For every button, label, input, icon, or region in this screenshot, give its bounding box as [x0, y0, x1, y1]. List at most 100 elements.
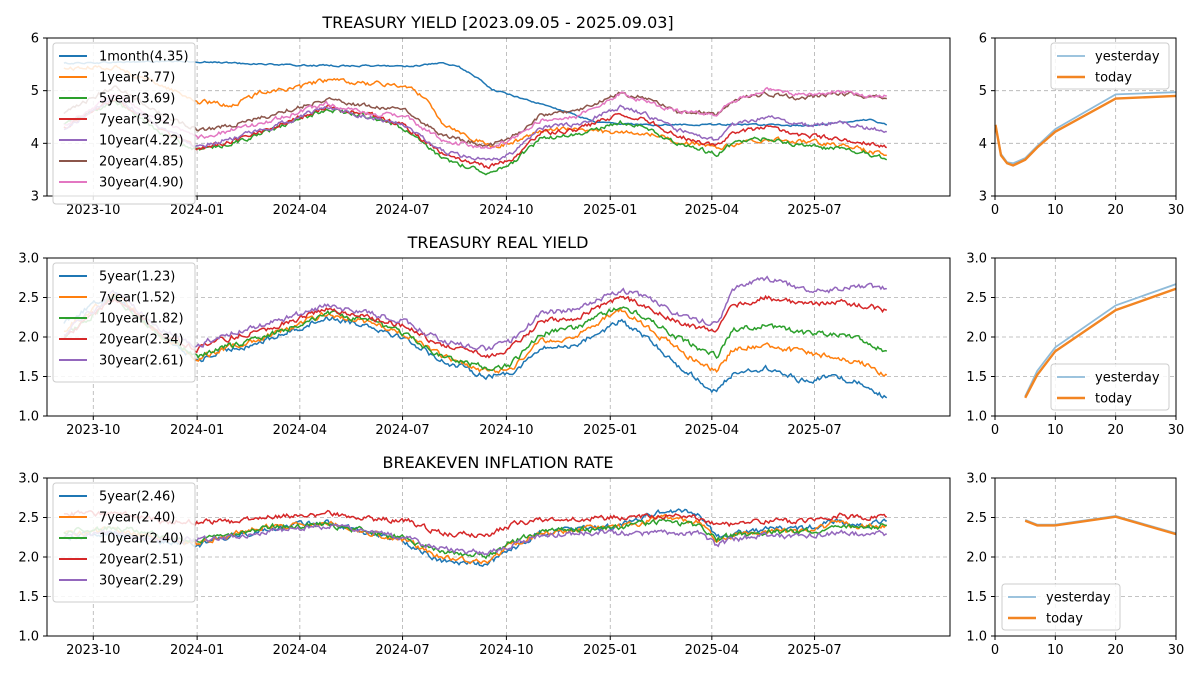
legend-label: 10year(4.22) — [99, 134, 184, 149]
x-tick-label: 2024-10 — [479, 643, 533, 658]
series-line-30year-2-61- — [63, 275, 887, 352]
yield-curve-panel-2: 0 10 20 30 1.0 1.5 2.0 2.5 3.0 yesterday today — [966, 252, 1184, 439]
y-tick-label: 2.0 — [18, 551, 39, 566]
y-tick-label: 2.0 — [18, 331, 39, 346]
x-tick-label: 20 — [1107, 643, 1124, 658]
y-tick-label: 3.0 — [18, 472, 39, 487]
legend-label: today — [1095, 71, 1132, 86]
y-tick-label: 4 — [979, 137, 987, 152]
x-tick-label: 2023-10 — [66, 423, 120, 438]
legend-label: 5year(2.46) — [99, 490, 175, 505]
x-tick-label: 30 — [1168, 643, 1185, 658]
legend-box — [52, 262, 196, 383]
x-tick-label: 2025-04 — [685, 423, 739, 438]
series-line-1month-4-35- — [63, 60, 888, 128]
x-tick-label: 2025-07 — [787, 203, 841, 218]
x-tick-label: 2025-01 — [583, 423, 637, 438]
y-tick-label: 6 — [979, 32, 987, 47]
x-tick-label: 30 — [1168, 203, 1185, 218]
y-tick-label: 1.5 — [966, 590, 987, 605]
curve-line-today — [1024, 287, 1177, 399]
y-tick-label: 2.0 — [966, 551, 987, 566]
x-tick-label: 2023-10 — [66, 643, 120, 658]
series-line-7year-1-52- — [63, 292, 888, 378]
series-group — [63, 508, 887, 567]
x-tick-label: 10 — [1047, 643, 1064, 658]
y-tick-label: 1.5 — [18, 590, 39, 605]
series-line-10year-4-22- — [63, 93, 887, 161]
yield-curve-panel-3: 0 10 20 30 1.0 1.5 2.0 2.5 3.0 yesterday today — [966, 472, 1184, 659]
y-tick-label: 6 — [31, 32, 39, 47]
legend-label: yesterday — [1095, 371, 1160, 386]
legend: 1month(4.35) 1year(3.77) 5year(3.69) 7year(… — [52, 42, 196, 205]
x-tick-label: 0 — [991, 643, 999, 658]
curve-line-yesterday — [1024, 283, 1177, 397]
x-tick-label: 2024-04 — [273, 203, 327, 218]
y-tick-label: 3.0 — [18, 252, 39, 267]
x-tick-label: 2024-01 — [170, 423, 224, 438]
legend-label: 7year(3.92) — [99, 113, 175, 128]
x-tick-label: 10 — [1047, 423, 1064, 438]
x-tick-label: 2024-07 — [375, 203, 429, 218]
curve-line-today — [994, 94, 1177, 167]
y-tick-label: 3 — [979, 190, 987, 205]
curve-line-yesterday — [994, 91, 1177, 165]
legend: 5year(1.23) 7year(1.52) 10year(1.82) 20year… — [52, 262, 196, 383]
y-tick-label: 1.0 — [18, 410, 39, 425]
series-line-7year-3-92- — [63, 98, 887, 170]
legend: 5year(2.46) 7year(2.40) 10year(2.40) 20year… — [52, 482, 196, 603]
time-series-panel-3: 2023-10 2024-01 2024-04 2024-07 2024-10 2025-… — [18, 472, 951, 658]
y-tick-label: 5 — [31, 84, 39, 99]
series-line-10year-1-82- — [63, 294, 888, 372]
x-tick-label: 2024-07 — [375, 643, 429, 658]
legend-label: 20year(2.34) — [99, 333, 184, 348]
x-tick-label: 30 — [1168, 423, 1185, 438]
legend-label: 1year(3.77) — [99, 71, 175, 86]
legend-label: 20year(4.85) — [99, 155, 184, 170]
y-tick-label: 5 — [979, 84, 987, 99]
x-tick-label: 2025-07 — [787, 643, 841, 658]
time-series-panel-2: 2023-10 2024-01 2024-04 2024-07 2024-10 2025-… — [18, 252, 951, 438]
x-tick-label: 2024-10 — [479, 423, 533, 438]
legend-label: today — [1046, 612, 1083, 627]
x-tick-label: 2023-10 — [66, 203, 120, 218]
x-tick-label: 10 — [1047, 203, 1064, 218]
plot-frame — [994, 257, 1177, 417]
x-tick-label: 2025-01 — [583, 643, 637, 658]
y-tick-label: 2.5 — [966, 291, 987, 306]
legend-box — [52, 42, 196, 205]
legend-label: 20year(2.51) — [99, 553, 184, 568]
x-tick-label: 2025-04 — [685, 643, 739, 658]
yield-curve-panel-1: 0 10 20 30 3 4 5 6 yesterday today — [979, 32, 1185, 219]
series-line-10year-2-40- — [63, 518, 887, 560]
series-group — [63, 60, 888, 176]
panel-title-real-yield: TREASURY REAL YIELD — [407, 233, 589, 252]
legend-label: 5year(1.23) — [99, 270, 175, 285]
panel-title-breakeven: BREAKEVEN INFLATION RATE — [383, 453, 614, 472]
legend: yesterday today — [1050, 42, 1170, 90]
x-tick-label: 0 — [991, 423, 999, 438]
y-tick-label: 2.5 — [18, 511, 39, 526]
x-tick-label: 2024-04 — [273, 423, 327, 438]
legend-label: 5year(3.69) — [99, 92, 175, 107]
legend-label: 30year(2.61) — [99, 354, 184, 369]
x-tick-label: 2025-07 — [787, 423, 841, 438]
y-tick-label: 2.5 — [966, 511, 987, 526]
series-line-20year-4-85- — [63, 85, 887, 148]
x-tick-label: 2024-10 — [479, 203, 533, 218]
legend-label: 30year(4.90) — [99, 176, 184, 191]
series-line-5year-1-23- — [63, 291, 888, 399]
y-tick-label: 4 — [31, 137, 39, 152]
y-tick-label: 1.0 — [18, 630, 39, 645]
x-tick-label: 2024-04 — [273, 643, 327, 658]
y-tick-label: 2.5 — [18, 291, 39, 306]
x-tick-label: 20 — [1107, 423, 1124, 438]
y-tick-label: 3 — [31, 190, 39, 205]
panel-title-treasury-yield: TREASURY YIELD [2023.09.05 - 2025.09.03] — [321, 13, 673, 32]
y-tick-label: 1.0 — [966, 630, 987, 645]
time-series-panel-1: 2023-10 2024-01 2024-04 2024-07 2024-10 2025-… — [31, 32, 951, 218]
series-line-30year-4-90- — [63, 86, 887, 150]
plot-frame — [994, 477, 1177, 637]
plot-frame — [994, 37, 1177, 197]
